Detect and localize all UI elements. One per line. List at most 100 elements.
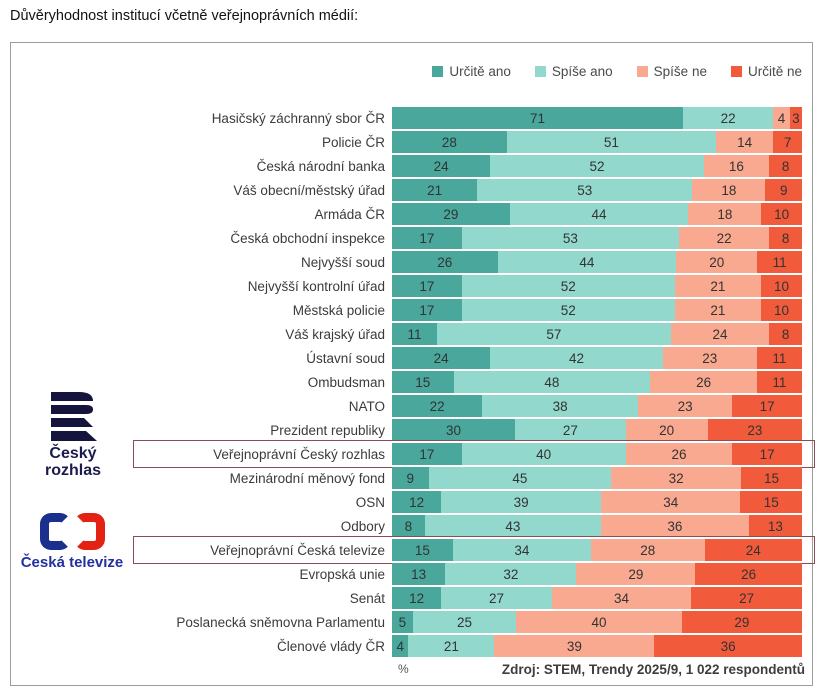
segment-value: 34 [514, 542, 530, 558]
segment-value: 32 [668, 470, 684, 486]
category-label: Mezinárodní měnový fond [229, 470, 385, 486]
bar-row: Senát 12 27 34 27 [11, 587, 812, 609]
bar-row: Nejvyšší kontrolní úřad 17 52 21 10 [11, 275, 812, 297]
category-label: Váš obecní/městský úřad [233, 182, 385, 198]
bar-segment: 8 [392, 515, 425, 537]
segment-value: 15 [415, 374, 431, 390]
bar-row: Mezinárodní měnový fond 9 45 32 15 [11, 467, 812, 489]
bar-segment: 4 [773, 107, 790, 129]
bar-segment: 45 [428, 467, 612, 489]
segment-value: 17 [419, 230, 435, 246]
segment-value: 38 [552, 398, 568, 414]
segment-value: 5 [398, 614, 407, 630]
bar-segment: 12 [392, 491, 442, 513]
bar-row: Armáda ČR 29 44 18 10 [11, 203, 812, 225]
bar-segment: 57 [437, 323, 671, 345]
category-label: Veřejnoprávní Česká televize [210, 542, 385, 558]
bar-segment: 17 [392, 443, 462, 465]
bar-segment: 40 [516, 611, 682, 633]
bar-segment: 10 [761, 203, 802, 225]
segment-value: 36 [667, 518, 683, 534]
bar-segment: 10 [760, 275, 802, 297]
bar-segment: 28 [392, 131, 507, 153]
segment-value: 13 [767, 518, 783, 534]
bar-track: 28 51 14 7 [392, 131, 802, 153]
ct-red-c-shape [73, 513, 105, 550]
segment-value: 8 [781, 158, 790, 174]
category-label: Odbory [340, 518, 385, 534]
bar-segment: 38 [482, 395, 638, 417]
bar-track: 9 45 32 15 [392, 467, 802, 489]
bar-segment: 25 [412, 611, 517, 633]
category-label: Nejvyšší soud [300, 254, 385, 270]
bar-segment: 20 [676, 251, 758, 273]
segment-value: 24 [745, 542, 761, 558]
bar-segment: 9 [765, 179, 802, 201]
bar-segment: 15 [392, 371, 454, 393]
segment-value: 13 [411, 566, 427, 582]
segment-value: 29 [443, 206, 459, 222]
bar-segment: 8 [769, 323, 802, 345]
legend-item-2: Spíše ne [636, 63, 707, 80]
segment-value: 18 [721, 182, 737, 198]
bar-track: 8 43 36 13 [392, 515, 802, 537]
legend-swatch-icon [730, 66, 742, 77]
segment-value: 52 [589, 158, 605, 174]
segment-value: 48 [544, 374, 560, 390]
page-title: Důvěryhodnost institucí včetně veřejnopr… [10, 8, 359, 24]
segment-value: 42 [568, 350, 584, 366]
percent-axis-label: % [398, 662, 409, 676]
bar-track: 15 34 28 24 [392, 539, 802, 561]
bar-segment: 17 [732, 443, 802, 465]
category-label: Hasičský záchranný sbor ČR [211, 110, 385, 126]
bar-segment: 21 [392, 179, 478, 201]
bar-segment: 27 [691, 587, 802, 609]
bar-row: Prezident republiky 30 27 20 23 [11, 419, 812, 441]
category-label: Prezident republiky [270, 422, 385, 438]
segment-value: 17 [419, 278, 435, 294]
bar-segment: 4 [392, 635, 409, 657]
segment-value: 40 [536, 446, 552, 462]
bar-row: Hasičský záchranný sbor ČR 71 22 4 3 [11, 107, 812, 129]
bar-segment: 8 [769, 155, 802, 177]
segment-value: 11 [772, 254, 787, 270]
bar-segment: 8 [769, 227, 802, 249]
bar-row: Evropská unie 13 32 29 26 [11, 563, 812, 585]
segment-value: 17 [759, 446, 775, 462]
bar-segment: 23 [637, 395, 733, 417]
segment-value: 21 [443, 638, 459, 654]
bar-segment: 27 [515, 419, 626, 441]
legend: Určitě ano Spíše ano Spíše ne Určitě ne [11, 63, 802, 80]
segment-value: 17 [419, 446, 435, 462]
bar-segment: 52 [461, 299, 675, 321]
segment-value: 34 [663, 494, 679, 510]
segment-value: 4 [777, 110, 786, 126]
bar-row: Česká obchodní inspekce 17 53 22 8 [11, 227, 812, 249]
bar-segment: 24 [704, 539, 802, 561]
bar-segment: 48 [453, 371, 651, 393]
bar-segment: 43 [424, 515, 602, 537]
bar-segment: 34 [601, 491, 741, 513]
chart-panel: Určitě ano Spíše ano Spíše ne Určitě ne Has… [10, 42, 815, 686]
bar-rows: Hasičský záchranný sbor ČR 71 22 4 3 Policie … [11, 107, 815, 657]
category-label: Česká obchodní inspekce [230, 230, 385, 246]
segment-value: 16 [728, 158, 744, 174]
bar-row: Ombudsman 15 48 26 11 [11, 371, 812, 393]
segment-value: 44 [579, 254, 595, 270]
bar-segment: 13 [748, 515, 802, 537]
ceska-televize-logo-icon [39, 513, 105, 550]
segment-value: 3 [792, 110, 800, 126]
segment-value: 22 [720, 110, 736, 126]
segment-value: 51 [603, 134, 619, 150]
bar-segment: 14 [715, 131, 774, 153]
legend-label: Určitě ne [747, 64, 802, 79]
bar-segment: 3 [789, 107, 802, 129]
bar-segment: 40 [461, 443, 626, 465]
segment-value: 8 [404, 518, 413, 534]
bar-segment: 16 [703, 155, 770, 177]
legend-item-1: Spíše ano [534, 63, 613, 80]
segment-value: 20 [659, 422, 675, 438]
bar-track: 24 52 16 8 [392, 155, 802, 177]
bar-row: Členové vlády ČR 4 21 39 36 [11, 635, 812, 657]
cro-text-line2: rozhlas [44, 462, 101, 479]
